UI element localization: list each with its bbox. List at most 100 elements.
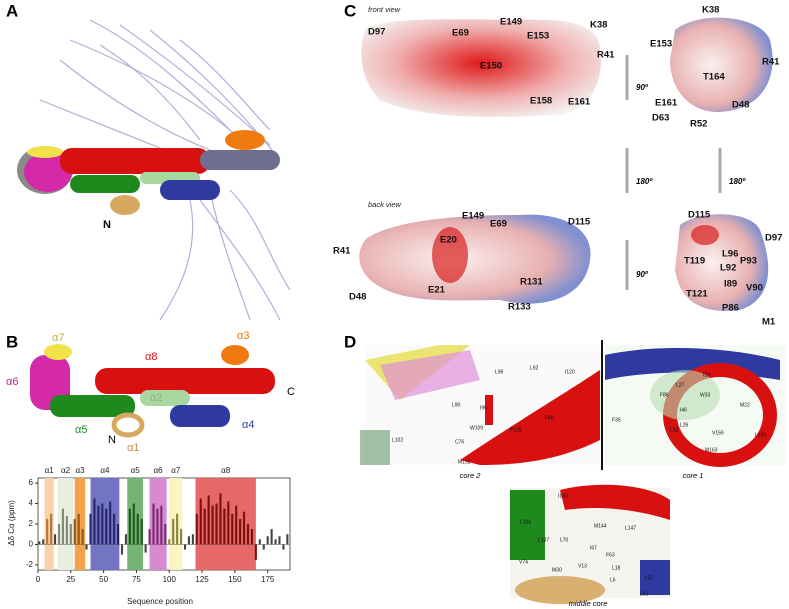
bar bbox=[274, 539, 277, 545]
core-renderings bbox=[360, 340, 785, 604]
x-tick-label: 0 bbox=[36, 575, 41, 584]
residue-label: D48 bbox=[349, 292, 366, 303]
bar bbox=[223, 508, 226, 545]
residue-label: L136 bbox=[520, 519, 531, 525]
bar bbox=[105, 508, 108, 545]
bar bbox=[65, 515, 68, 545]
bar bbox=[148, 529, 151, 545]
bar bbox=[69, 524, 72, 545]
residue-label: I23 bbox=[703, 372, 710, 378]
residue-label: D115 bbox=[568, 217, 591, 228]
y-tick-label: -2 bbox=[26, 560, 34, 569]
residue-label: L26 bbox=[680, 422, 689, 428]
bar bbox=[176, 513, 179, 545]
residue-label: R41 bbox=[333, 246, 351, 257]
core-caption: core 1 bbox=[683, 471, 704, 480]
residue-label: I95 bbox=[480, 405, 487, 411]
bar bbox=[246, 524, 250, 545]
ensemble-helices bbox=[17, 130, 280, 215]
helix-band bbox=[57, 478, 74, 570]
x-axis-title: Sequence position bbox=[127, 597, 193, 606]
helix-band bbox=[44, 478, 54, 570]
helix-label: α1 bbox=[127, 442, 139, 454]
bar bbox=[117, 524, 120, 545]
helix-band bbox=[127, 478, 143, 570]
bar bbox=[254, 544, 257, 560]
bar bbox=[57, 524, 61, 545]
rotation-label: 90º bbox=[636, 270, 649, 279]
bar bbox=[132, 503, 135, 545]
ribbon-structure bbox=[30, 344, 275, 438]
residue-label: V90 bbox=[746, 283, 763, 294]
y-tick-label: 4 bbox=[29, 499, 34, 508]
core-caption: middle core bbox=[569, 599, 608, 608]
bar bbox=[77, 513, 80, 545]
residue-label: L27 bbox=[676, 382, 685, 388]
bar bbox=[168, 539, 171, 545]
bar bbox=[195, 513, 198, 545]
rotation-label: 180º bbox=[729, 177, 746, 186]
residue-label: M22 bbox=[740, 402, 750, 408]
residue-label: L61 bbox=[640, 591, 649, 597]
view-label: front view bbox=[368, 5, 401, 14]
ensemble-structure bbox=[39, 19, 291, 321]
residue-label: E69 bbox=[490, 219, 507, 230]
residue-label: L32 bbox=[670, 427, 679, 433]
bar bbox=[128, 508, 131, 545]
residue-label: R131 bbox=[520, 277, 543, 288]
x-tick-label: 125 bbox=[195, 575, 209, 584]
residue-label: E150 bbox=[480, 61, 502, 72]
bar bbox=[282, 544, 285, 550]
helix-label: α5 bbox=[131, 466, 141, 475]
residue-label: E20 bbox=[440, 235, 457, 246]
residue-label: I89 bbox=[724, 279, 737, 290]
residue-label: V74 bbox=[519, 559, 528, 565]
residue-label: F88 bbox=[545, 415, 554, 421]
terminus-label: N bbox=[108, 434, 116, 446]
residue-label: E161 bbox=[568, 97, 591, 108]
bar bbox=[73, 518, 76, 545]
bar bbox=[239, 518, 242, 545]
bar bbox=[156, 508, 159, 545]
residue-label: E158 bbox=[530, 96, 552, 107]
bar bbox=[61, 508, 64, 545]
residue-label: F128 bbox=[510, 427, 522, 433]
bar bbox=[144, 544, 147, 553]
residue-label: V13 bbox=[578, 563, 587, 569]
residue-label: P93 bbox=[740, 256, 757, 267]
bar bbox=[270, 529, 273, 545]
residue-label: F86 bbox=[660, 392, 669, 398]
panel-label: A bbox=[6, 1, 18, 20]
residue-label: M132 bbox=[458, 459, 471, 465]
surface-models bbox=[359, 17, 773, 311]
residue-label: W109 bbox=[470, 425, 483, 431]
bar bbox=[207, 495, 210, 545]
rotation-label: 90º bbox=[636, 83, 649, 92]
bar bbox=[187, 536, 190, 545]
bar bbox=[124, 534, 127, 545]
bar bbox=[50, 513, 53, 545]
bar bbox=[235, 505, 238, 545]
residue-label: L92 bbox=[530, 365, 539, 371]
bar bbox=[183, 544, 187, 550]
residue-label: D63 bbox=[652, 113, 669, 124]
residue-label: W33 bbox=[700, 392, 711, 398]
terminus-label: C bbox=[287, 386, 295, 398]
residue-label: E153 bbox=[650, 39, 672, 50]
panel-label: C bbox=[344, 1, 356, 20]
bar bbox=[81, 529, 84, 545]
residue-label: C76 bbox=[455, 439, 464, 445]
residue-label: L92 bbox=[720, 263, 736, 274]
residue-label: L137 bbox=[538, 537, 549, 543]
residue-label: M144 bbox=[594, 523, 607, 529]
y-axis-title: Δδ Cα (ppm) bbox=[7, 500, 16, 546]
panel-label: D bbox=[344, 332, 356, 351]
bar bbox=[46, 518, 49, 545]
bar bbox=[250, 529, 253, 545]
residue-label: I143 bbox=[558, 493, 568, 499]
helix-label: α6 bbox=[154, 466, 164, 475]
helix-label: α2 bbox=[150, 392, 162, 404]
residue-label: F35 bbox=[612, 417, 621, 423]
residue-label: L102 bbox=[392, 437, 403, 443]
residue-label: D48 bbox=[732, 100, 749, 111]
